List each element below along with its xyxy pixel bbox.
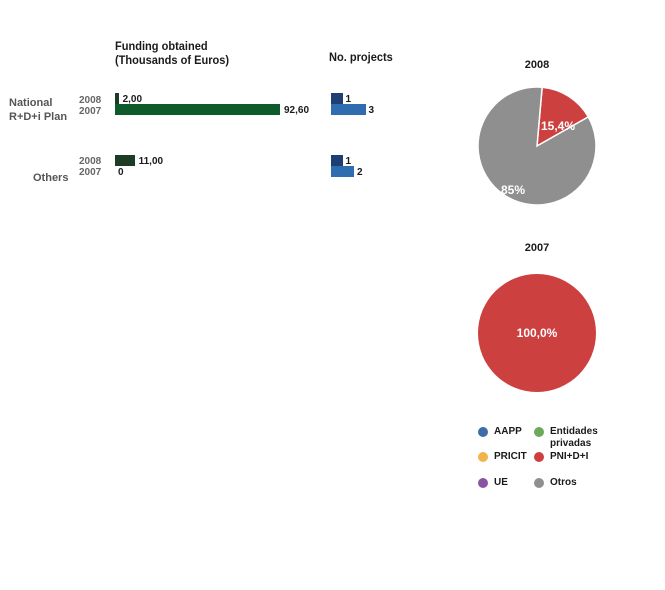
- funding-value-label: 11,00: [138, 156, 164, 167]
- legend-label-line1: Entidades: [550, 426, 598, 437]
- row-label-national: National R+D+i Plan: [9, 96, 67, 124]
- projects-value-label: 2: [357, 167, 363, 178]
- legend-swatch-entidades-privadas: [534, 427, 544, 437]
- year-label: 2007: [79, 106, 102, 117]
- funding-bar-national-2007: [115, 104, 280, 115]
- funding-value-label: 2,00: [122, 94, 143, 105]
- legend-swatch-ue: [478, 478, 488, 488]
- row-label-others: Others: [33, 172, 69, 184]
- legend-label-otros: Otros: [550, 477, 577, 488]
- year-label: 2007: [79, 167, 102, 178]
- projects-bar-national-2007: [331, 104, 366, 115]
- projects-value-label: 1: [345, 156, 352, 167]
- legend-label-pni: PNI+D+I: [550, 451, 589, 462]
- legend-swatch-pricit: [478, 452, 488, 462]
- legend-label-ue: UE: [494, 477, 508, 488]
- legend-swatch-aapp: [478, 427, 488, 437]
- legend-swatch-otros: [534, 478, 544, 488]
- pie-title-2007: 2007: [524, 242, 550, 254]
- pie-slice-label: 15,4%: [541, 119, 575, 133]
- funding-bar-others-2008: [115, 155, 135, 166]
- year-label: 2008: [79, 156, 102, 167]
- pie-title-2008: 2008: [524, 59, 550, 71]
- row-label-line1: National: [9, 97, 53, 109]
- year-label: 2008: [79, 95, 102, 106]
- pie-slice-label: 85%: [501, 183, 525, 197]
- projects-bar-others-2008: [331, 155, 343, 166]
- pie-slice-pni-d-i: [536, 86, 590, 148]
- pie-chart-2007: 100,0%: [478, 274, 596, 392]
- funding-header-line2: (Thousands of Euros): [115, 53, 230, 67]
- pie-slice-pni-d-i: [478, 274, 596, 392]
- projects-value-label: 1: [345, 94, 352, 105]
- funding-value-label: 92,60: [284, 105, 310, 116]
- pie-slice-otros: [477, 86, 597, 206]
- legend-label-pricit: PRICIT: [494, 451, 527, 462]
- pie-chart-2008: 15,4% 85%: [477, 86, 597, 206]
- legend-label-entidades-privadas: Entidades privadas: [550, 426, 598, 450]
- legend-swatch-pni: [534, 452, 544, 462]
- row-label-line2: R+D+i Plan: [9, 111, 68, 123]
- pie-slice-label: 100,0%: [517, 326, 558, 340]
- legend-label-aapp: AAPP: [494, 426, 522, 437]
- projects-bar-national-2008: [331, 93, 343, 104]
- legend-label-line2: privadas: [550, 438, 592, 449]
- funding-header-line1: Funding obtained: [115, 39, 208, 53]
- projects-bar-others-2007: [331, 166, 354, 177]
- projects-header: No. projects: [329, 50, 393, 64]
- projects-value-label: 3: [368, 105, 375, 116]
- funding-header: Funding obtained (Thousands of Euros): [115, 39, 229, 67]
- funding-bar-national-2008: [115, 93, 119, 104]
- pie-legend: AAPP Entidades privadas PRICIT PNI+D+I U…: [476, 425, 656, 505]
- funding-value-label: 0: [118, 167, 124, 178]
